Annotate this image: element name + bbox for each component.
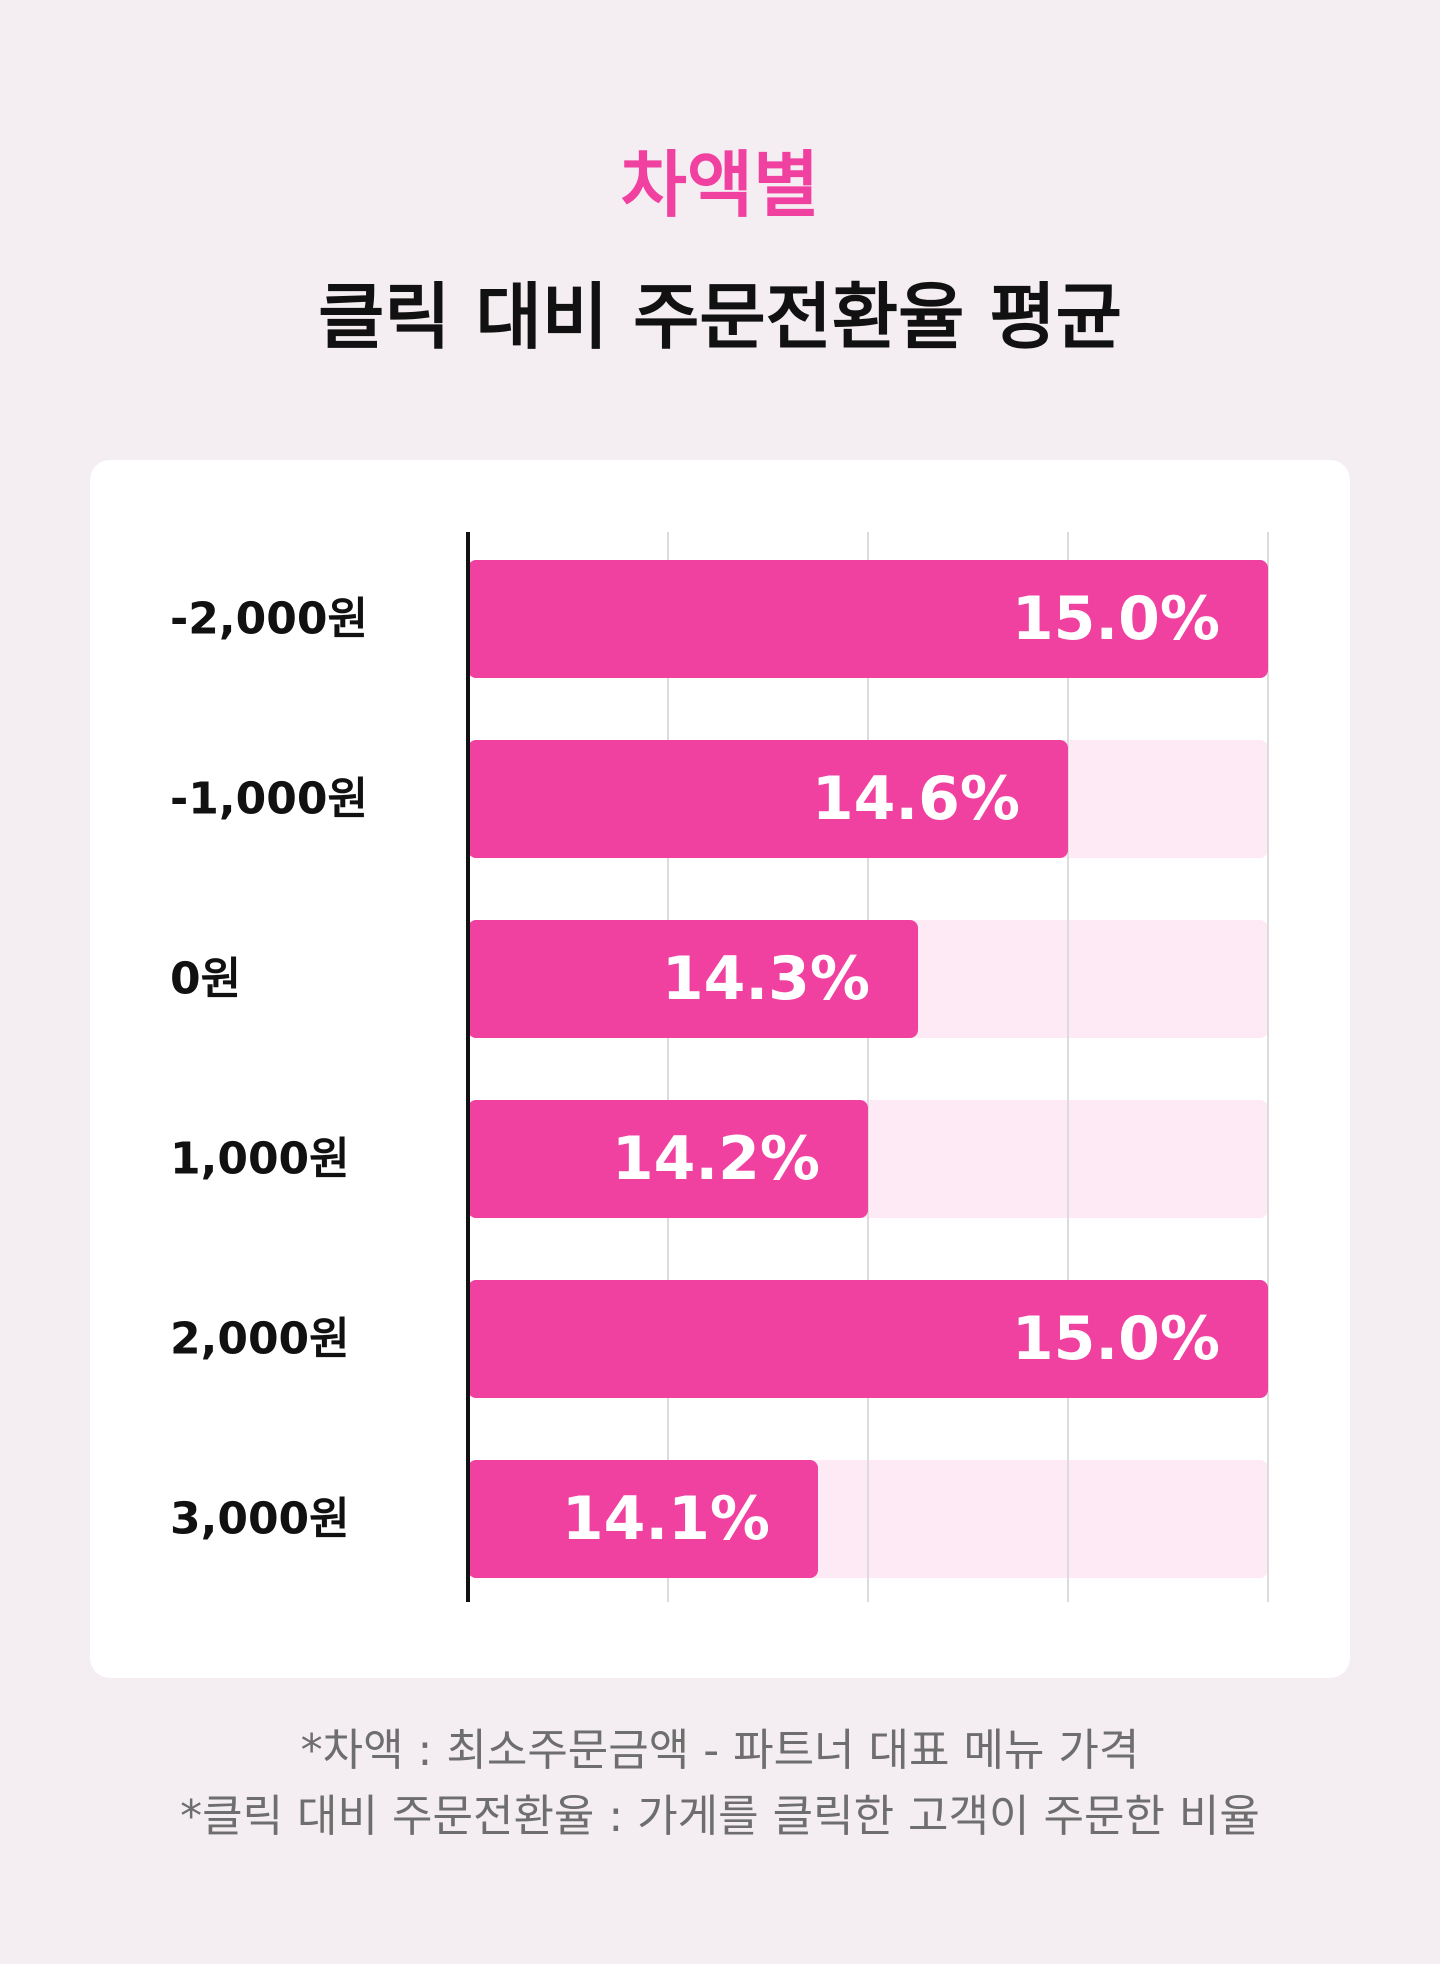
category-label: 3,000원 [170, 1494, 350, 1545]
bar [468, 920, 918, 1038]
category-label: 0원 [170, 954, 241, 1005]
category-label: 2,000원 [170, 1314, 350, 1365]
bar [468, 1280, 1268, 1398]
bar [468, 740, 1068, 858]
value-label: 15.0% [1012, 1304, 1220, 1374]
value-label: 14.3% [662, 944, 870, 1014]
value-label: 14.2% [612, 1124, 820, 1194]
footnotes: *차액 : 최소주문금액 - 파트너 대표 메뉴 가격 *클릭 대비 주문전환율… [0, 1718, 1440, 1850]
chart-title: 클릭 대비 주문전환율 평균 [318, 275, 1122, 359]
footnote-difference: *차액 : 최소주문금액 - 파트너 대표 메뉴 가격 [300, 1725, 1140, 1776]
value-label: 14.6% [812, 764, 1020, 834]
footnote-conversion-rate: *클릭 대비 주문전환율 : 가게를 클릭한 고객이 주문한 비율 [180, 1791, 1260, 1842]
chart-subtitle-accent: 차액별 [620, 143, 820, 227]
category-label: -2,000원 [170, 594, 368, 645]
value-label: 14.1% [562, 1484, 770, 1554]
bar-chart: -2,000원 -1,000원 0원 1,000원 2,000원 3,000원 15.0% 1… [170, 532, 1269, 1602]
category-label: 1,000원 [170, 1134, 350, 1185]
value-label: 15.0% [1012, 584, 1220, 654]
bar [468, 1100, 868, 1218]
bar [468, 560, 1268, 678]
category-label: -1,000원 [170, 774, 368, 825]
chart-card: -2,000원 -1,000원 0원 1,000원 2,000원 3,000원 15.0% 1… [90, 460, 1350, 1678]
bar [468, 1460, 818, 1578]
